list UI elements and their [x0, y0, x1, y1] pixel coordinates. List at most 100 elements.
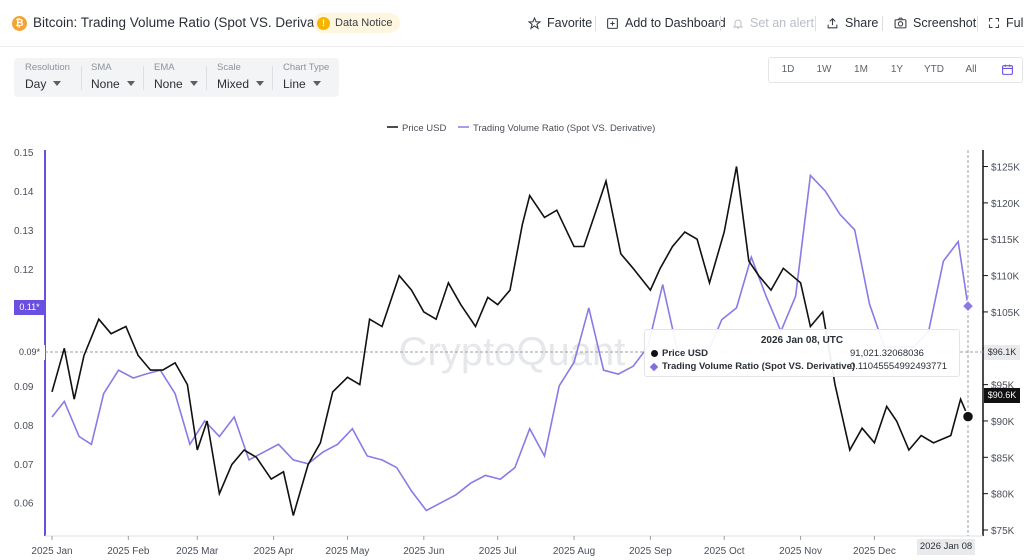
left-crosshair-tag: 0.09*: [14, 345, 45, 360]
share-label: Share: [845, 16, 879, 30]
divider: [272, 66, 273, 90]
x-tick-label: 2025 Sep: [629, 546, 672, 557]
resolution-label: Resolution: [25, 62, 70, 73]
left-axis-ticks: 0.150.140.130.120.110.090.080.070.06: [14, 148, 34, 510]
add-to-dashboard-label: Add to Dashboard: [625, 16, 726, 30]
data-notice-label: Data Notice: [335, 17, 393, 29]
right-tick-label: $95K: [991, 381, 1015, 392]
series-price-line: [51, 166, 969, 516]
price-dot-icon: [651, 350, 658, 357]
fullscreen-button[interactable]: Full: [988, 16, 1024, 30]
x-tick-label: 2025 Mar: [176, 546, 219, 557]
right-tick-label: $110K: [991, 272, 1020, 283]
chart-type-value: Line: [283, 77, 306, 91]
right-tick-label: $115K: [991, 235, 1020, 246]
divider: [882, 16, 883, 31]
right-price-tag: $90.6K: [984, 388, 1020, 403]
right-tick-label: $90K: [991, 417, 1015, 428]
legend-ratio-label: Trading Volume Ratio (Spot VS. Derivativ…: [473, 123, 655, 134]
divider: [81, 66, 82, 90]
price-point-marker: [961, 410, 975, 423]
right-tick-label: $125K: [991, 163, 1020, 174]
fullscreen-icon: [989, 18, 999, 28]
x-tick-label: 2025 May: [326, 546, 370, 557]
left-tick-label: 0.09: [14, 382, 34, 393]
sma-select[interactable]: SMA None: [91, 62, 135, 91]
page-title: Bitcoin: Trading Volume Ratio (Spot VS. …: [33, 15, 340, 30]
calendar-icon[interactable]: [1001, 63, 1014, 76]
tooltip-date: 2026 Jan 08, UTC: [760, 335, 844, 346]
resolution-select[interactable]: Resolution Day: [25, 62, 70, 91]
x-tick-label: 2025 Nov: [779, 546, 822, 557]
bitcoin-icon: ₿: [12, 16, 27, 31]
x-tick-label: 2025 Aug: [553, 546, 595, 557]
x-tick-label: 2025 Jan: [31, 546, 72, 557]
ema-value: None: [154, 77, 183, 91]
left-tick-label: 0.14: [14, 187, 34, 198]
warning-icon: !: [317, 16, 330, 30]
caret-down-icon: [312, 81, 321, 86]
set-alert-label: Set an alert: [750, 16, 814, 30]
data-notice-badge[interactable]: ! Data Notice: [313, 13, 401, 33]
caret-down-icon: [126, 81, 135, 86]
share-icon: [827, 17, 838, 28]
right-tick-label: $75K: [991, 526, 1015, 537]
star-icon: [528, 16, 541, 30]
left-tick-label: 0.07: [14, 460, 34, 471]
chart-type-label: Chart Type: [283, 62, 330, 73]
x-tick-label: 2025 Jun: [403, 546, 444, 557]
scale-value: Mixed: [217, 77, 250, 91]
caret-down-icon: [256, 81, 265, 86]
ema-label: EMA: [154, 62, 175, 73]
right-crosshair-tag: $96.1K: [984, 345, 1020, 360]
range-1y-button[interactable]: 1Y: [890, 64, 904, 75]
left-tick-label: 0.15: [14, 148, 34, 159]
left-tick-label: 0.08: [14, 421, 34, 432]
x-tick-label: 2025 Oct: [704, 546, 745, 557]
set-alert-button[interactable]: Set an alert: [732, 16, 814, 30]
right-tick-label: $105K: [991, 308, 1020, 319]
bell-icon: [732, 19, 744, 28]
range-1w-button[interactable]: 1W: [816, 64, 832, 75]
ratio-diamond-icon: [649, 362, 659, 371]
divider: [977, 16, 978, 31]
divider: [815, 16, 816, 31]
ema-select[interactable]: EMA None: [154, 62, 198, 91]
tooltip-ratio-value: 0.11045554992493771: [850, 361, 948, 372]
favorite-label: Favorite: [547, 16, 593, 30]
range-all-button[interactable]: All: [965, 64, 977, 75]
legend: Price USD Trading Volume Ratio (Spot VS.…: [387, 123, 655, 134]
range-1d-button[interactable]: 1D: [781, 64, 795, 75]
divider: [143, 66, 144, 90]
chart-type-select[interactable]: Chart Type Line: [283, 62, 329, 91]
range-1m-button[interactable]: 1M: [854, 64, 868, 75]
scale-select[interactable]: Scale Mixed: [217, 62, 265, 91]
range-ytd-button[interactable]: YTD: [924, 64, 944, 75]
divider: [206, 66, 207, 90]
favorite-button[interactable]: Favorite: [528, 16, 592, 30]
caret-down-icon: [189, 81, 198, 86]
right-tick-label: $120K: [991, 199, 1020, 210]
share-button[interactable]: Share: [826, 16, 878, 30]
header-bar: ₿ Bitcoin: Trading Volume Ratio (Spot VS…: [0, 0, 1024, 47]
cursor-markers: [961, 299, 975, 423]
right-tick-label: $80K: [991, 490, 1015, 501]
left-tick-label: 0.13: [14, 226, 34, 237]
add-to-dashboard-button[interactable]: Add to Dashboard: [606, 16, 726, 30]
tooltip-price-label: Price USD: [662, 348, 708, 359]
chart-controls: Resolution Day SMA None EMA None Scale M…: [14, 58, 339, 97]
left-ratio-tag: 0.11*: [14, 300, 45, 315]
screenshot-button[interactable]: Screenshot: [894, 16, 976, 30]
ratio-point-marker: [961, 299, 975, 313]
fullscreen-label: Full: [1006, 16, 1024, 30]
left-tick-label: 0.12: [14, 265, 34, 276]
range-selector: 1D 1W 1M 1Y YTD All: [768, 57, 1023, 83]
scale-label: Scale: [217, 62, 241, 73]
right-tick-label: $85K: [991, 453, 1015, 464]
x-axis-ticks: 2025 Jan 2025 Feb 2025 Mar 2025 Apr 2025 May…: [31, 536, 896, 557]
tooltip-price-value: 91,021.32068036: [850, 348, 924, 359]
sma-label: SMA: [91, 62, 112, 73]
legend-price-label: Price USD: [402, 123, 446, 134]
tooltip: 2026 Jan 08, UTC Price USD 91,021.320680…: [644, 329, 960, 377]
